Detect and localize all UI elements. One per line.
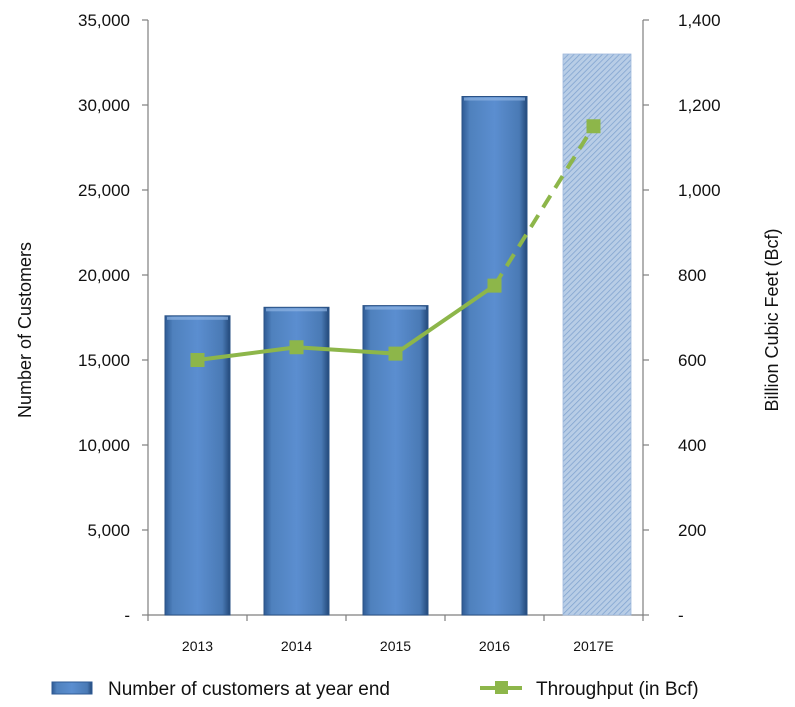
throughput-segment <box>296 345 396 356</box>
legend-label-throughput: Throughput (in Bcf) <box>536 679 699 700</box>
y2-tick-label: 1,400 <box>678 11 721 30</box>
throughput-line <box>190 119 601 367</box>
throughput-point-2015 <box>388 346 403 361</box>
y-tick-label: 25,000 <box>78 181 130 200</box>
bar-2016 <box>461 96 528 616</box>
x-tick-label: 2013 <box>182 638 213 654</box>
y2-tick-label: 400 <box>678 436 706 455</box>
bar-top-highlight <box>167 316 228 320</box>
y2-tick-label: - <box>678 606 684 625</box>
throughput-point-2014 <box>289 340 304 355</box>
bar-2014 <box>263 306 330 616</box>
x-tick-label: 2016 <box>479 638 510 654</box>
legend-swatch-customers <box>51 681 93 695</box>
throughput-point-2017E <box>586 119 601 134</box>
x-tick-label: 2015 <box>380 638 411 654</box>
bar-top-highlight <box>464 97 525 101</box>
throughput-point-2016 <box>487 278 502 293</box>
y-tick-label: - <box>124 606 130 625</box>
x-tick-label: 2014 <box>281 638 312 654</box>
y-tick-label: 30,000 <box>78 96 130 115</box>
throughput-segment <box>492 125 596 287</box>
bar-top-highlight <box>266 308 327 312</box>
y-tick-label: 10,000 <box>78 436 130 455</box>
y2-tick-label: 200 <box>678 521 706 540</box>
bars <box>164 53 632 616</box>
tick-labels: - - 5,000 200 10,000 400 15,000 600 20,000 800 25,… <box>78 11 721 654</box>
bar-top-highlight <box>365 306 426 310</box>
y-tick-label: 5,000 <box>87 521 130 540</box>
y-axis-title: Number of Customers <box>15 242 35 418</box>
legend-label-customers: Number of customers at year end <box>108 679 390 700</box>
legend: Number of customers at year end Throughp… <box>51 679 699 700</box>
y-tick-label: 15,000 <box>78 351 130 370</box>
throughput-segment <box>394 283 496 356</box>
throughput-segment <box>197 345 297 362</box>
bar-2017E <box>562 53 632 616</box>
y2-axis-title: Billion Cubic Feet (Bcf) <box>762 228 782 411</box>
y2-tick-label: 800 <box>678 266 706 285</box>
y2-tick-label: 1,000 <box>678 181 721 200</box>
y2-tick-label: 1,200 <box>678 96 721 115</box>
y-tick-label: 35,000 <box>78 11 130 30</box>
throughput-point-2013 <box>190 353 205 367</box>
y-tick-label: 20,000 <box>78 266 130 285</box>
y2-tick-label: 600 <box>678 351 706 370</box>
legend-swatch-throughput-marker <box>495 681 508 694</box>
x-tick-label: 2017E <box>573 638 613 654</box>
